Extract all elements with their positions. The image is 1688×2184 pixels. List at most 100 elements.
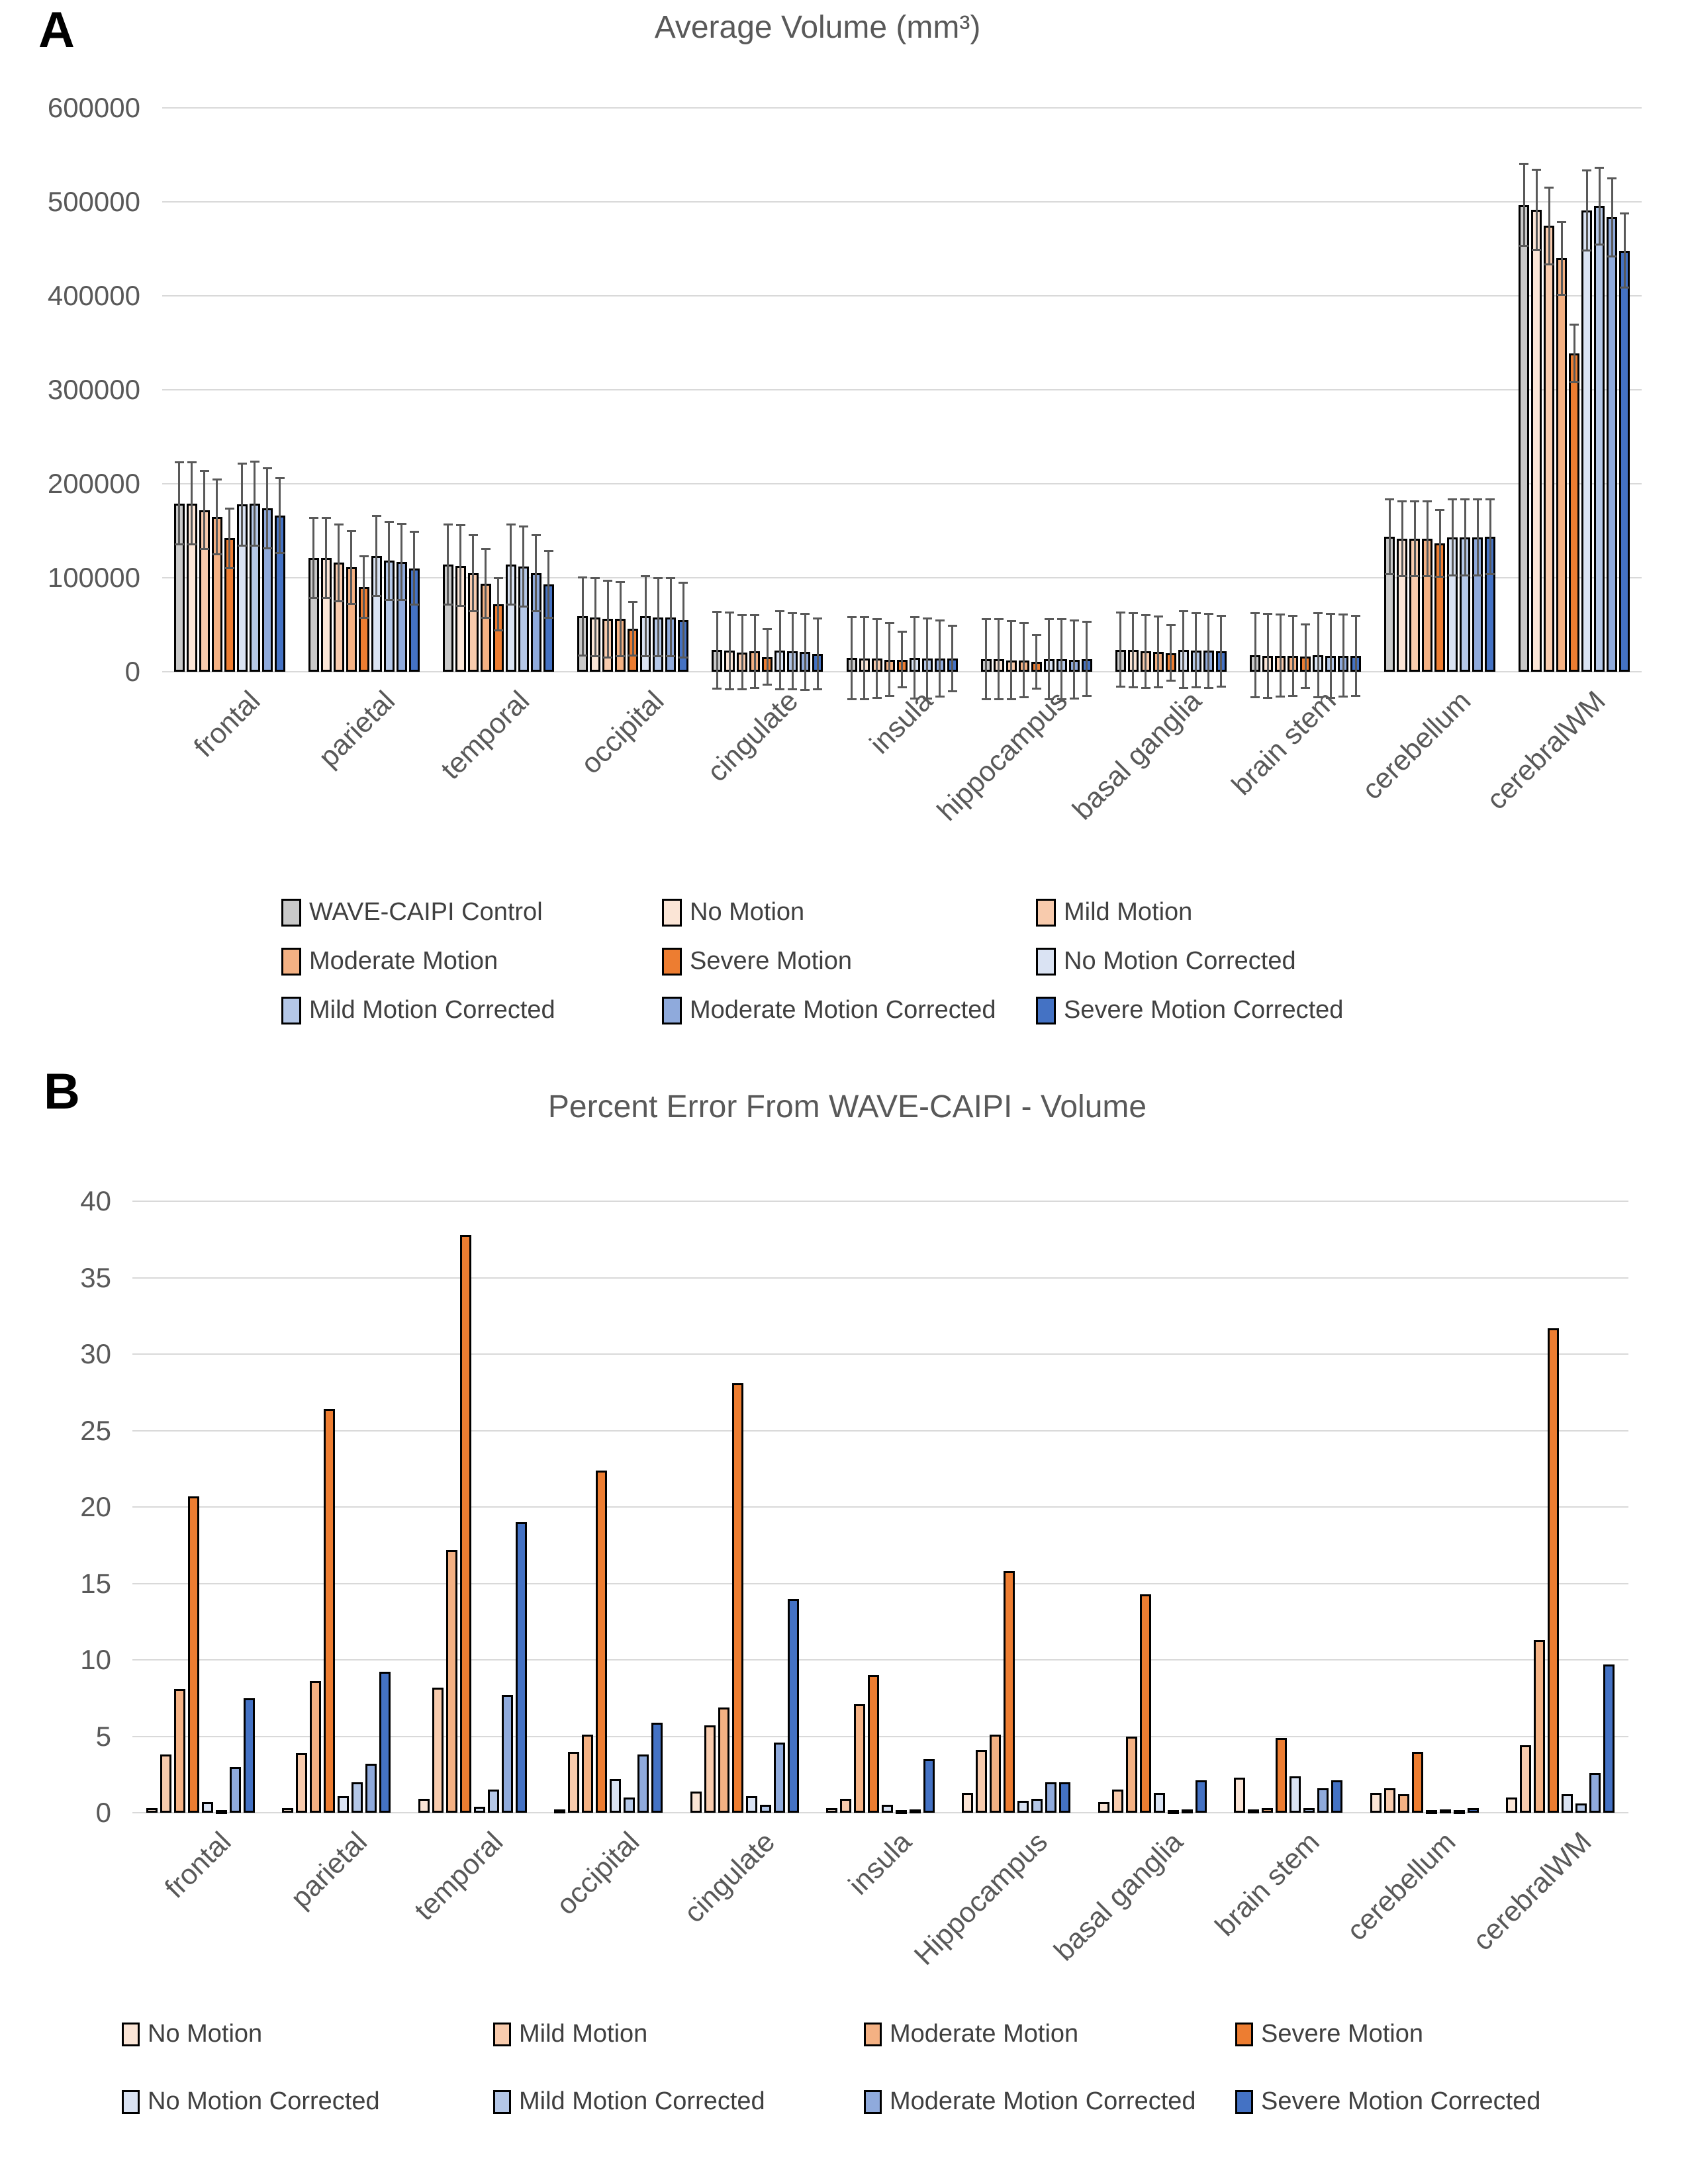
bar-no-motion (1506, 1797, 1518, 1813)
bar-mild-motion (1248, 1809, 1260, 1814)
error-bar-cap (1166, 624, 1176, 626)
error-bar (1623, 212, 1626, 289)
bar-mild-motion-corrected (487, 1790, 499, 1813)
error-bar (914, 616, 915, 700)
error-bar-cap (1532, 248, 1542, 251)
error-bar-cap (628, 600, 638, 603)
error-bar (657, 578, 659, 657)
bar-moderate-motion (718, 1707, 729, 1813)
error-bar-cap (1056, 617, 1066, 620)
error-bar (178, 462, 181, 545)
y-axis-tick-label: 400000 (47, 280, 140, 311)
error-bar (312, 518, 315, 599)
bar-mild-motion-corrected (1031, 1799, 1043, 1813)
category-label: cerebralWM (1466, 1826, 1598, 1957)
error-bar-cap (1582, 250, 1592, 252)
bar-wave-caipi-control (1519, 205, 1530, 672)
error-bar-cap (250, 460, 259, 463)
error-bar-cap (1448, 574, 1458, 577)
error-bar-cap (1191, 686, 1201, 689)
bar-mild-motion (1520, 1745, 1532, 1813)
error-bar-cap (1397, 574, 1407, 577)
category-label: basal ganglia (1066, 685, 1208, 827)
error-bar-cap (384, 520, 394, 523)
error-bar-cap (518, 606, 528, 608)
error-bar-cap (1397, 500, 1407, 503)
error-bar-cap (884, 694, 894, 697)
error-bar (279, 478, 281, 554)
error-bar (228, 508, 231, 569)
error-bar (682, 582, 684, 658)
error-bar-cap (1519, 163, 1529, 165)
y-axis-tick-label: 30 (80, 1338, 111, 1369)
error-bar-cap (1532, 168, 1542, 171)
error-bar-cap (531, 533, 541, 536)
bar-moderate-motion (173, 1688, 185, 1813)
error-bar (1598, 167, 1601, 245)
error-bar (241, 463, 244, 546)
error-bar-cap (1276, 614, 1286, 616)
error-bar-cap (1019, 621, 1029, 624)
bar-severe-motion (1569, 353, 1580, 672)
error-bar-cap (1423, 500, 1432, 503)
error-bar-cap (237, 462, 247, 465)
error-bar-cap (1544, 187, 1554, 189)
bar-mild-motion-corrected (215, 1810, 227, 1814)
legend-swatch (662, 947, 682, 976)
error-bar (791, 612, 794, 690)
error-bar (939, 619, 941, 698)
category-label: cerebellum (1356, 685, 1477, 806)
error-bar (863, 617, 865, 700)
category-label: cingulate (678, 1826, 782, 1929)
error-bar-cap (666, 577, 676, 579)
error-bar-cap (1595, 167, 1605, 169)
category-label: occipital (575, 685, 671, 780)
error-bar-cap (187, 543, 197, 546)
error-bar-cap (1069, 619, 1079, 622)
error-bar-cap (1250, 612, 1260, 615)
legend-swatch (864, 2089, 882, 2114)
error-bar (216, 478, 218, 555)
y-axis-tick-label: 0 (95, 1797, 111, 1828)
error-bar-cap (346, 530, 356, 532)
error-bar (1023, 622, 1025, 698)
bar-mild-motion-corrected (896, 1810, 907, 1814)
legend-label: No Motion (690, 898, 805, 926)
category-label: temporal (434, 685, 536, 786)
error-bar-cap (359, 555, 369, 558)
error-bar-cap (1313, 612, 1323, 615)
error-bar (632, 601, 634, 656)
error-bar-cap (813, 617, 823, 619)
error-bar-cap (1288, 695, 1298, 698)
category-label: basal ganglia (1048, 1826, 1190, 1968)
bar-no-motion-corrected (473, 1806, 485, 1813)
error-bar-cap (910, 698, 919, 700)
error-bar (375, 516, 378, 597)
legend-label: Severe Motion (690, 947, 853, 975)
category-label: brain stem (1209, 1826, 1326, 1942)
error-bar (1010, 621, 1013, 700)
error-bar (1086, 621, 1088, 697)
error-bar-cap (237, 544, 247, 547)
bar-no-motion-corrected (1153, 1792, 1165, 1813)
error-bar (1254, 613, 1256, 698)
bar-no-motion (1370, 1792, 1382, 1813)
error-bar (1476, 498, 1479, 576)
error-bar-cap (1082, 620, 1092, 623)
bar-severe-motion-corrected (1603, 1664, 1615, 1813)
category-label: parietal (285, 1826, 374, 1915)
error-bar-cap (1326, 696, 1336, 699)
error-bar-cap (1544, 263, 1554, 265)
error-bar-cap (371, 595, 381, 598)
error-bar (254, 461, 256, 546)
legend-swatch (122, 2022, 140, 2046)
category-label: temporal (408, 1826, 510, 1927)
error-bar (1426, 501, 1429, 576)
gridline (132, 1812, 1628, 1813)
error-bar (1035, 634, 1038, 690)
error-bar (325, 518, 328, 599)
bar-no-motion-corrected (1581, 210, 1593, 672)
error-bar-cap (1263, 612, 1273, 615)
error-bar-cap (506, 523, 516, 526)
error-bar-cap (1128, 612, 1138, 614)
